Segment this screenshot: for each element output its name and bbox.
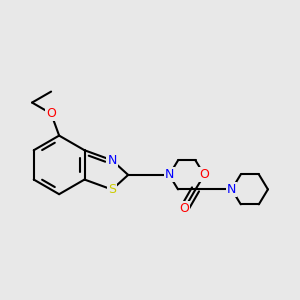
Text: O: O — [200, 168, 209, 182]
Text: N: N — [227, 183, 236, 196]
Text: S: S — [108, 183, 116, 196]
Text: N: N — [164, 168, 174, 182]
Text: O: O — [46, 107, 56, 120]
Text: O: O — [180, 202, 190, 215]
Text: N: N — [107, 154, 117, 167]
